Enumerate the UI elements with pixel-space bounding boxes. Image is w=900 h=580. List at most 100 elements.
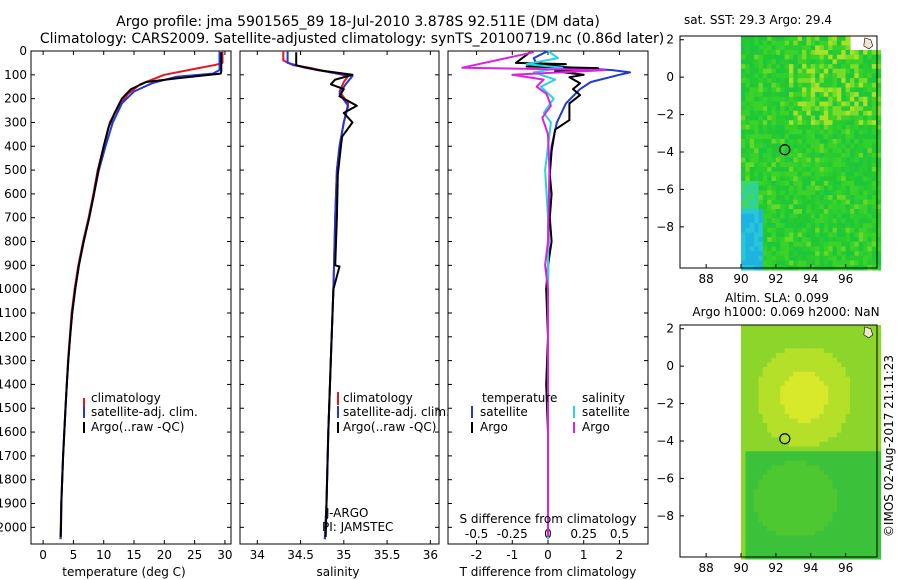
map-cell (767, 190, 773, 196)
map-cell (819, 488, 825, 494)
temperature-panel: 0100200300400500600700800900100011001200… (0, 44, 233, 579)
map-cell (867, 50, 873, 56)
map-x-tick-label: 88 (699, 561, 714, 575)
map-cell (793, 474, 799, 480)
map-cell (802, 138, 807, 145)
map-cell (802, 143, 807, 149)
map-cell (771, 227, 777, 234)
map-cell (810, 371, 816, 378)
map-cell (789, 213, 794, 219)
map-cell (876, 554, 882, 560)
map-cell (762, 260, 768, 266)
map-cell (845, 241, 851, 248)
map-cell (867, 152, 873, 159)
map-cell (806, 162, 812, 168)
map-cell (784, 59, 790, 65)
map-cell (832, 465, 838, 471)
map-cell (780, 334, 786, 340)
map-cell (858, 251, 864, 257)
map-cell (749, 399, 755, 406)
map-cell (863, 82, 869, 89)
map-cell (815, 218, 821, 224)
map-cell (771, 348, 777, 354)
map-cell (867, 218, 873, 224)
map-cell (741, 362, 746, 368)
map-cell (749, 362, 755, 368)
map-cell (876, 237, 882, 243)
map-cell (867, 82, 873, 89)
map-cell (741, 535, 746, 541)
map-cell (836, 530, 842, 537)
map-cell (832, 110, 838, 117)
map-cell (836, 223, 842, 229)
map-cell (754, 451, 760, 457)
map-cell (845, 367, 851, 373)
map-cell (762, 124, 768, 131)
map-cell (741, 209, 746, 215)
map-cell (767, 404, 773, 410)
map-cell (854, 325, 860, 331)
map-cell (823, 232, 829, 238)
map-cell (832, 190, 838, 196)
map-cell (793, 40, 799, 46)
map-cell (784, 96, 790, 103)
map-cell (871, 64, 877, 70)
map-cell (771, 470, 777, 476)
map-cell (867, 120, 873, 126)
map-cell (754, 357, 760, 363)
map-cell (793, 185, 799, 191)
map-cell (806, 167, 812, 173)
map-cell (845, 232, 851, 238)
map-cell (767, 362, 773, 368)
map-x-tick-label: 90 (733, 272, 748, 286)
map-cell (828, 390, 834, 396)
map-cell (802, 465, 807, 471)
map-cell (810, 227, 816, 234)
map-cell (784, 348, 790, 354)
map-cell (867, 181, 873, 187)
map-cell (758, 199, 764, 205)
map-cell (789, 87, 794, 93)
map-cell (858, 390, 864, 396)
map-cell (797, 54, 803, 60)
map-cell (841, 176, 847, 182)
map-cell (871, 357, 877, 363)
map-cell (780, 152, 786, 159)
map-cell (758, 493, 764, 499)
map-cell (845, 134, 851, 140)
map-cell (876, 143, 882, 149)
map-cell (819, 334, 825, 340)
map-cell (845, 502, 851, 508)
map-cell (767, 87, 773, 93)
map-cell (802, 148, 807, 154)
map-cell (762, 526, 768, 532)
map-cell (806, 195, 812, 201)
map-cell (871, 115, 877, 121)
map-cell (741, 353, 746, 359)
map-cell (819, 232, 825, 238)
map-cell (867, 148, 873, 154)
map-cell (784, 437, 790, 443)
map-y-tick-label: 0 (666, 70, 674, 84)
map-cell (819, 124, 825, 131)
map-cell (871, 465, 877, 471)
map-cell (854, 50, 860, 56)
map-cell (806, 87, 812, 93)
map-cell (789, 241, 794, 248)
map-cell (775, 399, 781, 406)
map-cell (867, 213, 873, 219)
map-cell (806, 451, 812, 457)
map-cell (863, 92, 869, 98)
map-cell (775, 381, 781, 387)
map-cell (762, 479, 768, 485)
map-cell (806, 488, 812, 494)
map-cell (762, 82, 768, 89)
copyright-timestamp: ©IMOS 02-Aug-2017 21:11:23 (882, 355, 896, 537)
map-cell (775, 362, 781, 368)
map-cell (741, 185, 746, 191)
map-cell (771, 484, 777, 490)
map-cell (854, 409, 860, 415)
map-cell (789, 232, 794, 238)
map-cell (806, 474, 812, 480)
map-cell (741, 143, 746, 149)
